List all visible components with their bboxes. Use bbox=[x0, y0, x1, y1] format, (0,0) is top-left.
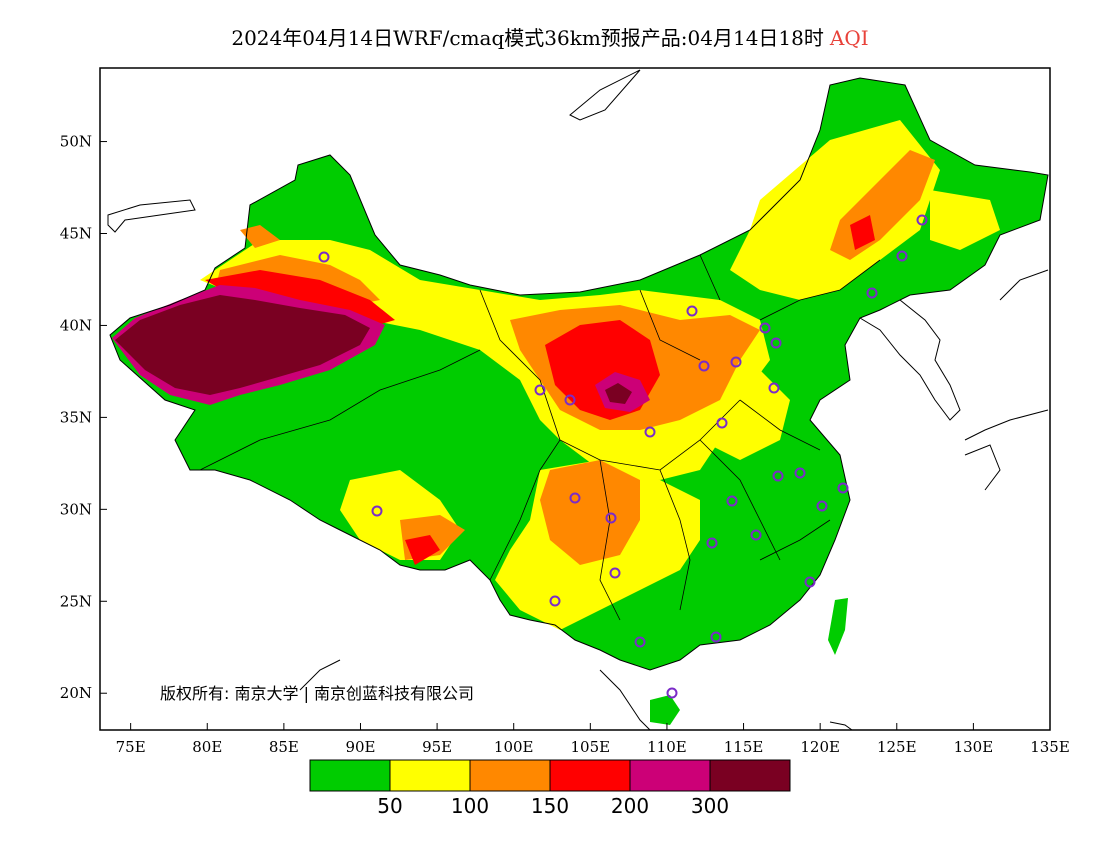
station-marker bbox=[772, 470, 784, 482]
station-marker bbox=[318, 251, 330, 263]
aqi-band-hazardous bbox=[115, 295, 370, 395]
station-marker bbox=[816, 500, 828, 512]
lon-tick-label: 100E bbox=[494, 738, 534, 756]
lat-tick-label: 20N bbox=[60, 684, 92, 702]
station-marker bbox=[686, 305, 698, 317]
lon-tick-label: 90E bbox=[345, 738, 375, 756]
lon-tick-label: 135E bbox=[1030, 738, 1070, 756]
lon-tick-label: 80E bbox=[192, 738, 222, 756]
station-marker bbox=[698, 360, 710, 372]
station-marker bbox=[726, 495, 738, 507]
copyright-notice: 版权所有: 南京大学 | 南京创蓝科技有限公司 bbox=[160, 684, 475, 703]
station-marker bbox=[759, 322, 771, 334]
map-title: 2024年04月14日WRF/cmaq模式36km预报产品:04月14日18时 A… bbox=[0, 22, 1100, 51]
station-marker bbox=[564, 394, 576, 406]
lon-tick-label: 115E bbox=[724, 738, 764, 756]
station-marker bbox=[609, 567, 621, 579]
lon-tick-label: 95E bbox=[422, 738, 452, 756]
hainan-island bbox=[650, 695, 680, 725]
latitude-ticks: 20N 25N 30N 35N 40N 45N 50N bbox=[60, 133, 107, 702]
station-markers bbox=[318, 214, 928, 699]
lat-tick-label: 25N bbox=[60, 592, 92, 610]
taiwan-island bbox=[828, 598, 848, 655]
province-boundaries bbox=[199, 254, 881, 621]
lat-tick-label: 50N bbox=[60, 133, 92, 151]
station-marker bbox=[706, 537, 718, 549]
station-marker bbox=[730, 356, 742, 368]
station-marker bbox=[716, 417, 728, 429]
station-marker bbox=[770, 337, 782, 349]
china-outline bbox=[109, 77, 1049, 671]
station-marker bbox=[750, 529, 762, 541]
longitude-ticks: 75E 80E 85E 90E 95E 100E 105E 110E 115E 120E 125E 1… bbox=[116, 723, 1070, 756]
station-marker bbox=[534, 384, 546, 396]
station-marker bbox=[794, 467, 806, 479]
station-marker bbox=[916, 214, 928, 226]
aqi-hotspot-dark bbox=[605, 383, 632, 404]
neighbor-coastlines bbox=[107, 69, 1049, 730]
lon-tick-label: 125E bbox=[877, 738, 917, 756]
lat-tick-label: 45N bbox=[60, 225, 92, 243]
title-variable: AQI bbox=[829, 26, 869, 50]
station-marker bbox=[644, 426, 656, 438]
station-marker bbox=[569, 492, 581, 504]
lon-tick-label: 75E bbox=[116, 738, 146, 756]
lon-tick-label: 130E bbox=[954, 738, 994, 756]
lat-tick-label: 35N bbox=[60, 408, 92, 426]
station-marker bbox=[371, 505, 383, 517]
lon-tick-label: 85E bbox=[269, 738, 299, 756]
lon-tick-label: 105E bbox=[571, 738, 611, 756]
lon-tick-label: 120E bbox=[800, 738, 840, 756]
station-marker bbox=[837, 482, 849, 494]
station-marker bbox=[768, 382, 780, 394]
station-marker bbox=[605, 512, 617, 524]
title-main: 2024年04月14日WRF/cmaq模式36km预报产品:04月14日18时 bbox=[231, 26, 824, 50]
station-marker bbox=[634, 636, 646, 648]
station-marker bbox=[896, 250, 908, 262]
lon-tick-label: 110E bbox=[647, 738, 687, 756]
lat-tick-label: 40N bbox=[60, 316, 92, 334]
station-marker bbox=[666, 687, 678, 699]
lat-tick-label: 30N bbox=[60, 500, 92, 518]
station-marker bbox=[710, 631, 722, 643]
station-marker bbox=[866, 287, 878, 299]
map-frame bbox=[99, 67, 1051, 731]
station-marker bbox=[549, 595, 561, 607]
station-marker bbox=[804, 576, 816, 588]
